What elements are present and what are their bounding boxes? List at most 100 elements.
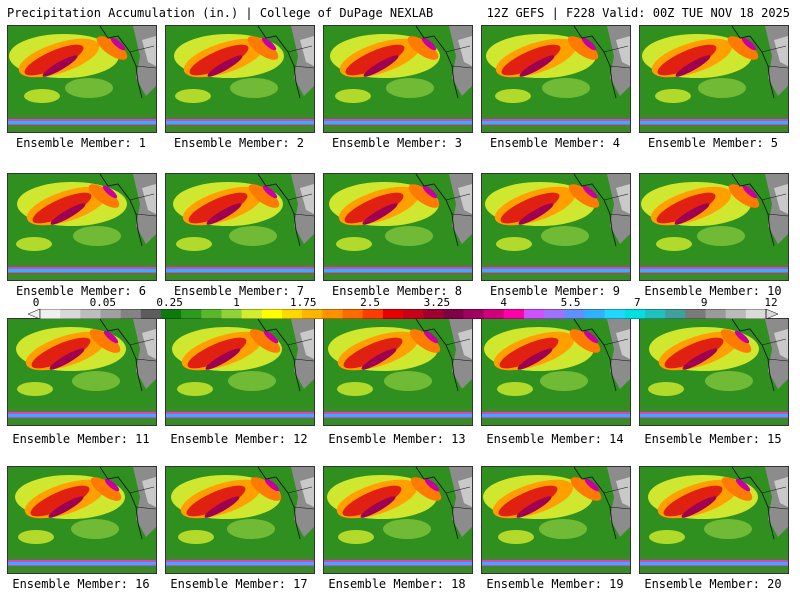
precip-band-maroon — [519, 55, 555, 77]
precip-band-red — [344, 192, 404, 224]
land-dry-light — [300, 477, 314, 507]
border-lines — [445, 338, 472, 362]
colorbar-swatch — [564, 309, 585, 319]
border-lines — [445, 193, 472, 217]
colorbar-tick-label: 3.25 — [423, 296, 451, 309]
member-panel-11 — [7, 318, 157, 426]
precip-band-maroon — [516, 496, 552, 518]
precip-light-south — [338, 530, 374, 544]
colorbar-swatch — [705, 309, 726, 319]
precip-map — [8, 467, 156, 573]
precip-band-red — [498, 485, 558, 517]
colorbar-swatches — [28, 309, 778, 319]
colorbar-swatch — [120, 309, 142, 319]
precip-band-red — [500, 192, 560, 224]
border-lines — [129, 193, 156, 217]
member-panel-10 — [639, 173, 789, 281]
precip-band-maroon — [682, 348, 718, 370]
member-panel-5 — [639, 25, 789, 133]
precip-coastal-core — [110, 37, 126, 51]
member-panel-2 — [165, 25, 315, 133]
member-panel-15 — [639, 318, 789, 426]
colorbar-swatch — [140, 309, 162, 319]
precip-band-red — [31, 337, 91, 369]
precip-light-south — [497, 382, 533, 396]
member-panel-20 — [639, 466, 789, 574]
precip-light-south — [496, 237, 532, 251]
colorbar-swatch — [100, 309, 121, 319]
precip-light-area — [230, 78, 278, 98]
precip-light-south — [498, 530, 534, 544]
precip-band-maroon — [48, 496, 84, 518]
colorbar-swatch — [362, 309, 384, 319]
precip-band-red — [30, 485, 90, 517]
land-dry-light — [142, 329, 156, 359]
precip-light-area — [541, 226, 589, 246]
member-panel-1 — [7, 25, 157, 133]
member-panel-9 — [481, 173, 631, 281]
colorbar-tick-label: 9 — [700, 296, 708, 309]
precip-map — [166, 467, 314, 573]
border-lines — [287, 45, 314, 69]
precip-map — [8, 174, 156, 280]
precip-light-south — [337, 382, 373, 396]
precip-light-south — [335, 89, 371, 103]
member-caption: Ensemble Member: 7 — [173, 284, 305, 298]
precip-coastal-core — [264, 478, 280, 492]
colorbar-swatch — [181, 309, 202, 319]
precip-coastal-orange — [569, 329, 601, 353]
border-lines — [603, 193, 630, 217]
precip-light-area — [542, 78, 590, 98]
precip-coastal-orange — [410, 477, 442, 501]
precip-light-area — [71, 519, 119, 539]
precip-light-area — [228, 371, 276, 391]
precip-light-south — [24, 89, 60, 103]
member-caption: Ensemble Member: 15 — [644, 432, 782, 446]
precip-light-south — [648, 382, 684, 396]
precip-band-maroon — [363, 55, 399, 77]
land-dry-light — [616, 329, 630, 359]
tropics-band-blue — [8, 269, 156, 272]
precip-band-maroon — [50, 203, 86, 225]
land-dry-light — [300, 184, 314, 214]
precip-band-maroon — [675, 55, 711, 77]
precip-light-south — [16, 237, 52, 251]
colorbar-swatch — [544, 309, 565, 319]
precip-coastal-core — [741, 37, 757, 51]
precip-coastal-orange — [570, 477, 602, 501]
tropics-band-blue — [166, 562, 314, 565]
precip-light-area — [705, 371, 753, 391]
precip-light-area — [383, 519, 431, 539]
precip-light-area — [72, 371, 120, 391]
tropics-band-blue — [482, 562, 630, 565]
precip-band-red — [499, 337, 559, 369]
precip-coastal-orange — [88, 184, 120, 208]
colorbar-swatch — [725, 309, 747, 319]
tropics-band-blue — [166, 269, 314, 272]
member-panel-18 — [323, 466, 473, 574]
border-lines — [603, 45, 630, 69]
member-caption: Ensemble Member: 9 — [489, 284, 621, 298]
precip-light-south — [336, 237, 372, 251]
precip-light-area — [698, 78, 746, 98]
land-dry-light — [142, 36, 156, 66]
member-panel-4 — [481, 25, 631, 133]
colorbar-swatch — [201, 309, 222, 319]
precip-light-south — [177, 382, 213, 396]
precip-coastal-orange — [568, 184, 600, 208]
precip-map — [640, 467, 788, 573]
colorbar-left-arrow — [28, 309, 41, 319]
precip-light-area — [704, 519, 752, 539]
precip-light-area — [229, 226, 277, 246]
precip-light-area — [384, 371, 432, 391]
land-dry-light — [458, 477, 472, 507]
colorbar-swatch — [342, 309, 363, 319]
member-caption: Ensemble Member: 18 — [328, 577, 466, 591]
colorbar-swatch — [423, 309, 444, 319]
precip-map — [482, 174, 630, 280]
colorbar-swatch — [40, 309, 61, 319]
precip-map — [166, 319, 314, 425]
precip-coastal-core — [582, 185, 598, 199]
colorbar-swatch — [463, 309, 484, 319]
land-dry-light — [142, 184, 156, 214]
